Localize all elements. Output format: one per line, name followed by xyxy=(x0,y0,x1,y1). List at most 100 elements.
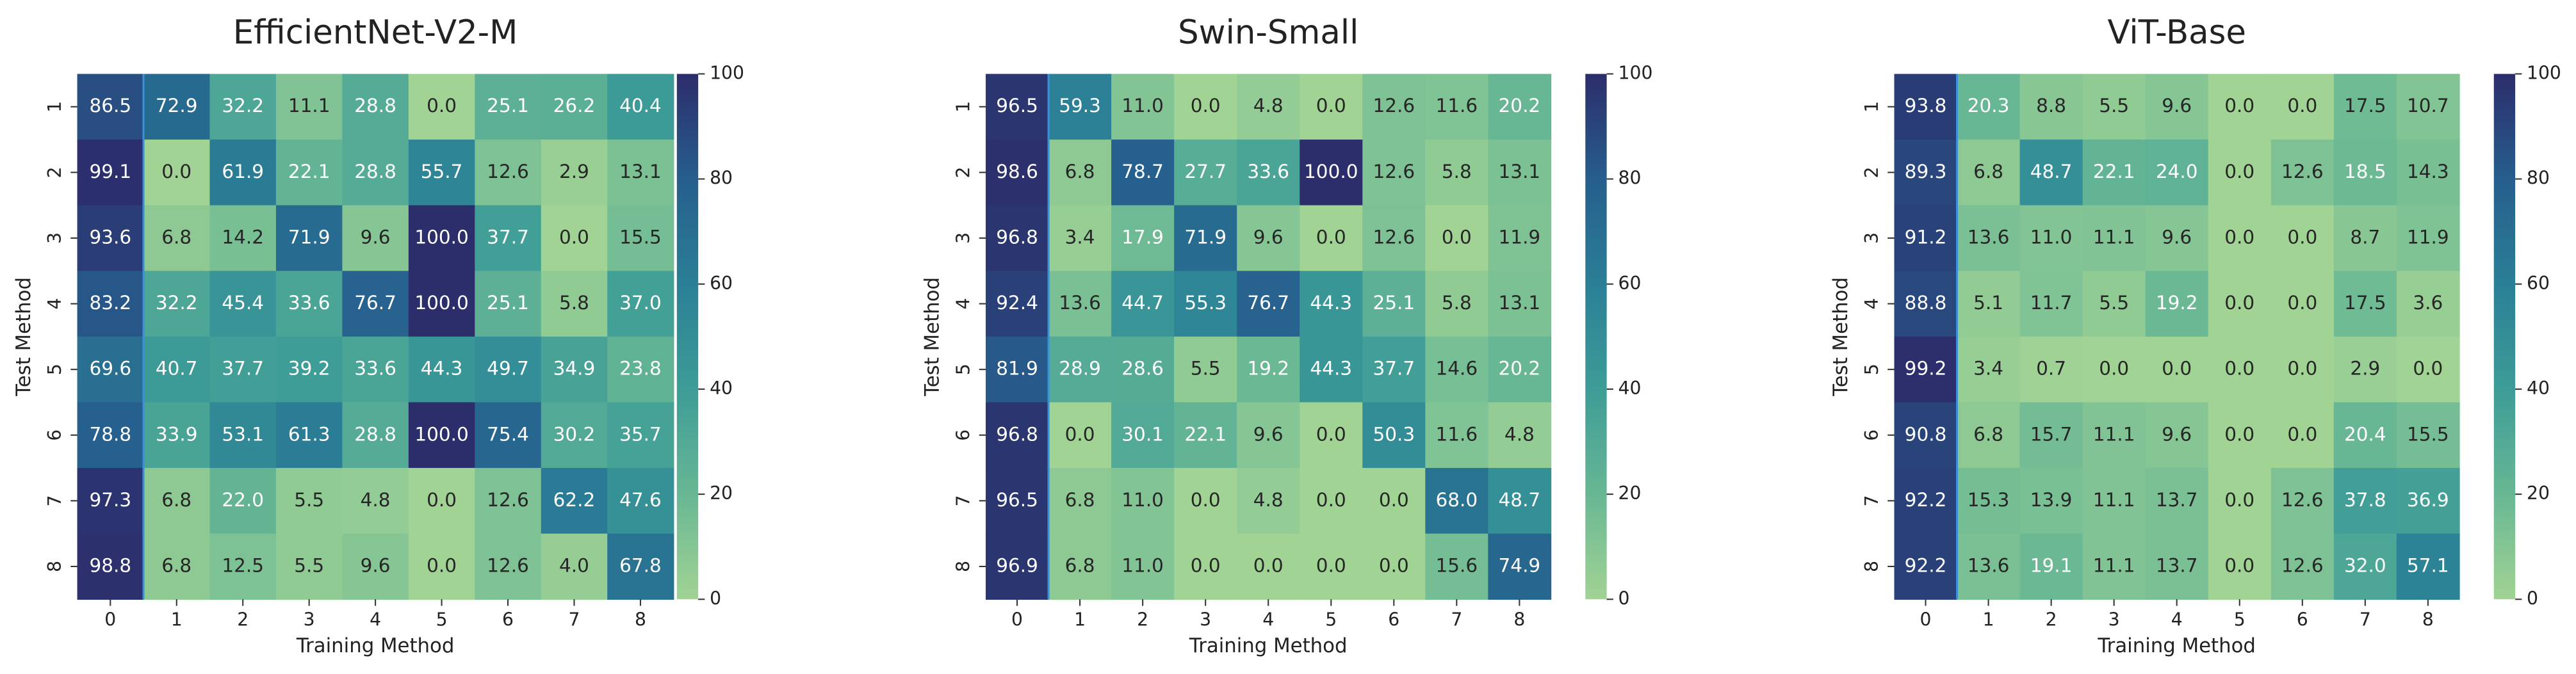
heatmap-cell xyxy=(2270,336,2335,403)
cell-label: 2.9 xyxy=(2350,358,2380,380)
heatmap-cell xyxy=(1300,271,1364,337)
heatmap-cell xyxy=(2270,74,2335,140)
x-tick-label: 1 xyxy=(1074,609,1086,630)
heatmap-cell xyxy=(2208,271,2272,337)
cell-label: 5.8 xyxy=(1442,161,1472,182)
cell-label: 100.0 xyxy=(1304,161,1358,182)
heatmap-cell xyxy=(2208,533,2272,600)
cell-label: 12.6 xyxy=(487,161,529,182)
y-tick-label: 7 xyxy=(1861,495,1882,506)
cell-label: 49.7 xyxy=(487,358,529,380)
chart-title: ViT-Base xyxy=(2107,13,2246,52)
heatmap-cell xyxy=(342,468,409,534)
heatmap-cell xyxy=(475,205,542,272)
heatmap-cell xyxy=(2396,533,2460,600)
cell-label: 32.2 xyxy=(156,292,198,314)
heatmap-cell xyxy=(2396,74,2460,140)
heatmap-cell xyxy=(2333,336,2397,403)
heatmap-cell xyxy=(607,271,674,337)
heatmap-cell xyxy=(1957,140,2021,206)
cell-label: 37.7 xyxy=(222,358,264,380)
cell-label: 4.8 xyxy=(1253,95,1284,116)
cell-label: 12.5 xyxy=(222,554,264,576)
cell-label: 55.7 xyxy=(421,161,463,182)
x-tick-label: 0 xyxy=(104,609,116,630)
cell-label: 11.0 xyxy=(2030,226,2073,248)
heatmap-cell xyxy=(1237,271,1301,337)
heatmap-cell xyxy=(1300,74,1364,140)
y-tick-label: 6 xyxy=(44,429,65,441)
heatmap-cell xyxy=(1894,140,1958,206)
colorbar-tick-label: 60 xyxy=(710,273,733,294)
cell-label: 81.9 xyxy=(996,358,1038,380)
colorbar-tick-label: 100 xyxy=(2527,62,2561,83)
cell-label: 14.2 xyxy=(222,226,264,248)
cell-label: 23.8 xyxy=(619,358,662,380)
cell-label: 100.0 xyxy=(414,226,468,248)
cell-label: 0.0 xyxy=(2224,554,2254,576)
cell-label: 0.0 xyxy=(2287,95,2317,116)
colorbar-tick-label: 100 xyxy=(1618,62,1653,83)
heatmap-cell xyxy=(2208,205,2272,272)
cell-label: 0.0 xyxy=(1379,489,1409,511)
cell-label: 5.5 xyxy=(294,554,324,576)
cell-label: 0.0 xyxy=(2224,358,2254,380)
cell-label: 34.9 xyxy=(553,358,596,380)
heatmap-cell xyxy=(2019,271,2083,337)
cell-label: 69.6 xyxy=(89,358,131,380)
heatmap-cell xyxy=(342,140,409,206)
y-tick-label: 5 xyxy=(953,364,974,375)
heatmap-cell xyxy=(1957,205,2021,272)
cell-label: 9.6 xyxy=(2162,226,2192,248)
cell-label: 0.0 xyxy=(2224,423,2254,445)
y-axis-label: Test Method xyxy=(12,277,35,397)
heatmap-cell xyxy=(143,402,211,469)
heatmap-cell xyxy=(1957,271,2021,337)
heatmap-cell xyxy=(2082,533,2146,600)
heatmap-cell xyxy=(209,205,277,272)
cell-label: 71.9 xyxy=(288,226,330,248)
heatmap-cell xyxy=(1957,533,2021,600)
cell-label: 20.4 xyxy=(2344,423,2386,445)
cell-label: 11.0 xyxy=(1121,95,1164,116)
heatmap-cell xyxy=(541,271,608,337)
y-tick-label: 1 xyxy=(44,101,65,113)
heatmap-cell xyxy=(1362,533,1426,600)
heatmap-cell xyxy=(1425,205,1489,272)
heatmap-cell xyxy=(1048,533,1112,600)
heatmap-cell xyxy=(541,468,608,534)
heatmap-cell xyxy=(1894,336,1958,403)
cell-label: 28.8 xyxy=(354,161,396,182)
cell-label: 88.8 xyxy=(1905,292,1947,314)
heatmap-cell xyxy=(2082,271,2146,337)
cell-label: 0.0 xyxy=(1316,554,1346,576)
cell-label: 14.6 xyxy=(1436,358,1478,380)
cell-label: 0.0 xyxy=(2224,489,2254,511)
colorbar-tick-label: 40 xyxy=(1618,378,1642,399)
cell-label: 47.6 xyxy=(619,489,662,511)
heatmap-cell xyxy=(2396,336,2460,403)
cell-label: 9.6 xyxy=(2162,95,2192,116)
heatmap-cell xyxy=(1174,205,1237,272)
cell-label: 25.1 xyxy=(1373,292,1415,314)
cell-label: 0.0 xyxy=(2287,226,2317,248)
heatmap-cell xyxy=(1957,74,2021,140)
cell-label: 48.7 xyxy=(1499,489,1541,511)
cell-label: 53.1 xyxy=(222,423,264,445)
cell-label: 9.6 xyxy=(1253,423,1284,445)
cell-label: 12.6 xyxy=(2281,489,2324,511)
heatmap-cell xyxy=(143,468,211,534)
cell-label: 37.7 xyxy=(1373,358,1415,380)
heatmap-cell xyxy=(1894,74,1958,140)
heatmap-cell xyxy=(1237,74,1301,140)
heatmap-cell xyxy=(1111,271,1175,337)
heatmap-cell xyxy=(2145,74,2209,140)
y-tick-label: 1 xyxy=(953,101,974,113)
heatmap-cell xyxy=(2145,205,2209,272)
heatmap-cell xyxy=(1957,336,2021,403)
cell-label: 0.0 xyxy=(2287,423,2317,445)
heatmap-cell xyxy=(1957,402,2021,469)
cell-label: 76.7 xyxy=(354,292,396,314)
cell-label: 6.8 xyxy=(1065,554,1095,576)
heatmap-cell xyxy=(1237,533,1301,600)
